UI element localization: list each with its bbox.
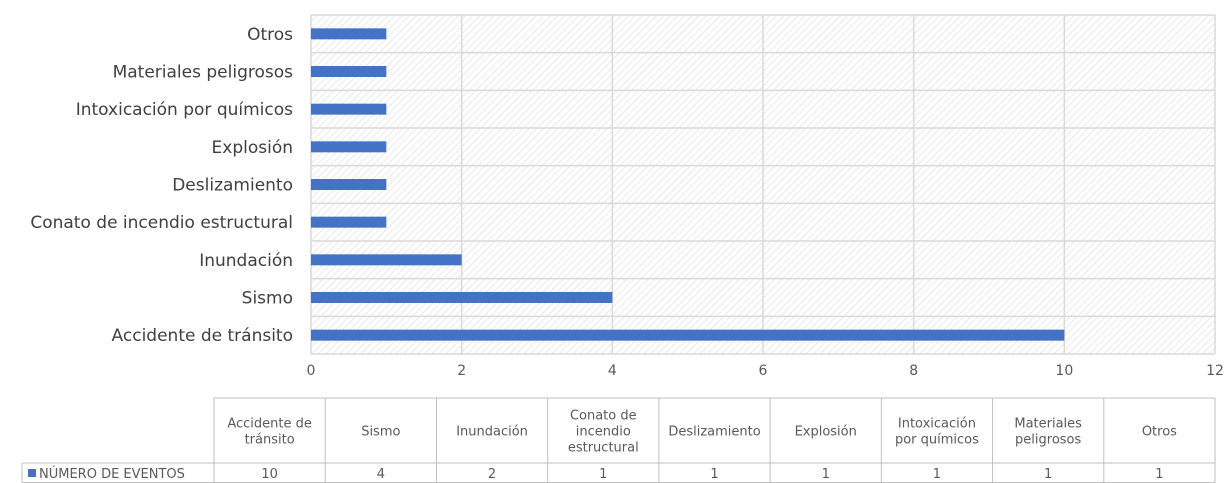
- table-header-cell: Otros: [1142, 425, 1177, 440]
- category-label: Inundación: [199, 251, 293, 271]
- bar: [311, 254, 462, 266]
- table-value-cell: 1: [710, 467, 718, 482]
- table-header-cell: Inundación: [456, 425, 528, 440]
- x-tick-label: 10: [1055, 363, 1073, 379]
- x-tick-label: 4: [608, 363, 617, 379]
- table-value-cell: 1: [933, 467, 941, 482]
- table-header-cell: Accidente de tránsito: [227, 417, 312, 448]
- x-tick-label: 8: [909, 363, 918, 379]
- bar: [311, 66, 387, 77]
- x-tick-label: 6: [759, 363, 768, 379]
- bar: [311, 179, 387, 190]
- table-header-cell: Materiales peligrosos: [1014, 417, 1082, 448]
- table-value-cell: 1: [822, 467, 830, 482]
- category-label: Explosión: [212, 138, 293, 158]
- bar: [311, 103, 387, 115]
- table-header-cell: Deslizamiento: [668, 425, 760, 440]
- table-value-cell: 1: [1155, 467, 1163, 482]
- bar: [311, 28, 387, 40]
- table-value-cell: 4: [377, 467, 385, 482]
- category-label: Otros: [247, 25, 293, 45]
- bar: [311, 141, 387, 153]
- table-header-cell: Conato de incendio estructural: [568, 409, 639, 456]
- bar: [311, 216, 387, 228]
- table-value-cell: 2: [488, 467, 496, 482]
- x-tick-label: 2: [457, 363, 466, 379]
- category-labels: Accidente de tránsito Sismo Inundación Cona…: [30, 25, 293, 346]
- x-tick-label: 0: [307, 363, 316, 379]
- series-name: NÚMERO DE EVENTOS: [39, 466, 185, 482]
- category-label: Conato de incendio estructural: [30, 213, 293, 233]
- table-header-cell: Explosión: [795, 425, 857, 440]
- category-label: Sismo: [242, 289, 293, 309]
- gridlines: [310, 14, 1216, 355]
- bar: [311, 329, 1065, 341]
- table-value-cell: 1: [1044, 467, 1052, 482]
- x-axis-tick-labels: 0 2 4 6 8 10 12: [307, 363, 1224, 379]
- data-table: Accidente de tránsito Sismo Inundación Conat…: [21, 397, 1216, 483]
- bar: [311, 292, 613, 303]
- table-value-cell: 10: [261, 467, 278, 482]
- category-label: Deslizamiento: [172, 176, 293, 196]
- category-label: Intoxicación por químicos: [76, 100, 293, 120]
- bars: [311, 28, 1065, 341]
- table-header-cell: Sismo: [361, 425, 400, 440]
- category-label: Materiales peligrosos: [113, 63, 294, 83]
- table-value-cell: 1: [599, 467, 607, 482]
- x-tick-label: 12: [1206, 363, 1224, 379]
- table-header-cell: Intoxicación por químicos: [895, 417, 979, 448]
- category-label: Accidente de tránsito: [112, 326, 293, 346]
- legend-key: [28, 469, 36, 477]
